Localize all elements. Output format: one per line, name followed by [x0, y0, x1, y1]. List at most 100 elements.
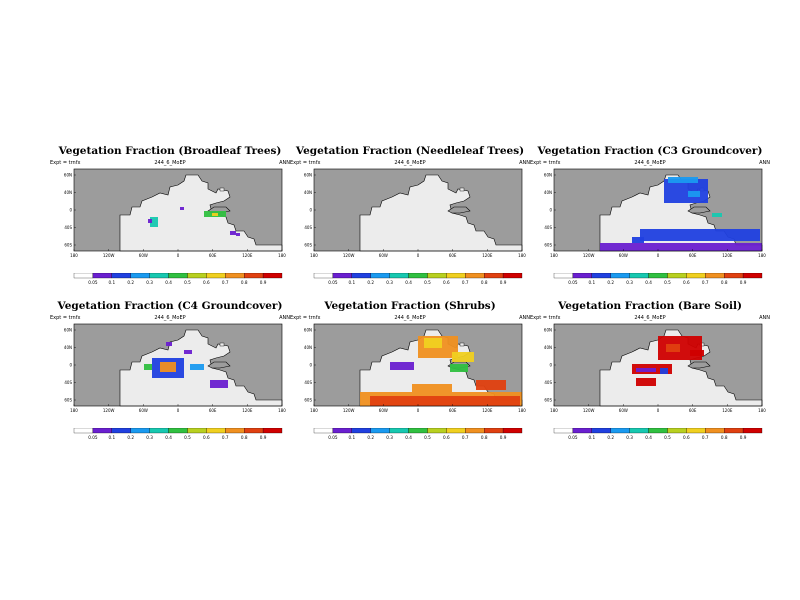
y-tick-label: 60S — [64, 398, 72, 403]
x-tick-label: 60W — [379, 253, 388, 258]
x-tick-label: 0 — [417, 408, 420, 413]
colorbar-swatch — [168, 273, 188, 279]
colorbar-tick-label: 0.1 — [348, 280, 355, 285]
season-label: ANN — [759, 160, 770, 166]
vegetation-cell — [476, 380, 506, 390]
vegetation-cell — [452, 352, 474, 362]
colorbar-tick-label: 0.2 — [607, 435, 614, 440]
colorbar-swatch — [465, 428, 485, 434]
panel-broadleaf-trees: Vegetation Fraction (Broadleaf Trees) Ex… — [50, 145, 290, 305]
colorbar-swatch — [724, 428, 744, 434]
x-tick-label: 120W — [103, 408, 115, 413]
vegetation-cell — [370, 396, 520, 406]
vegetation-map: 60N 40N 0 40S 60S 180 120W 60W 0 60E 120E 180 — [304, 168, 526, 258]
colorbar-swatch — [705, 273, 725, 279]
colorbar-swatch — [648, 428, 668, 434]
colorbar-swatch — [446, 428, 466, 434]
season-label: ANN — [279, 315, 290, 321]
colorbar-swatch — [502, 273, 523, 279]
colorbar-swatch — [73, 273, 94, 279]
y-tick-label: 60N — [544, 328, 552, 333]
inland-sea — [687, 361, 711, 369]
colorbar-tick-label: 0.05 — [328, 435, 338, 440]
colorbar-swatch — [705, 428, 725, 434]
experiment-label: Expt = trnfx — [290, 160, 321, 166]
colorbar: 0.05 0.1 0.2 0.3 0.4 0.5 0.6 0.7 0.8 0.9 — [553, 273, 763, 285]
island — [459, 342, 465, 347]
colorbar-swatch — [111, 428, 131, 434]
experiment-label: Expt = trnfx — [530, 315, 561, 321]
colorbar-swatch — [502, 428, 523, 434]
island — [219, 342, 225, 347]
colorbar-tick-label: 0.4 — [405, 435, 412, 440]
vegetation-map: 60N 40N 0 40S 60S 180 120W 60W 0 60E 120E 180 — [544, 168, 766, 258]
y-tick-label: 0 — [309, 208, 312, 213]
vegetation-cell — [412, 384, 452, 392]
y-tick-label: 60S — [544, 398, 552, 403]
colorbar-tick-label: 0.9 — [740, 280, 747, 285]
y-tick-label: 0 — [309, 363, 312, 368]
y-tick-label: 40S — [544, 380, 552, 385]
vegetation-cell — [450, 364, 468, 372]
land-mass — [359, 174, 523, 252]
run-label: 244_6_MoEP — [394, 315, 426, 321]
colorbar-tick-label: 0.5 — [184, 435, 191, 440]
x-tick-label: 120W — [343, 408, 355, 413]
inland-sea — [447, 206, 471, 214]
x-tick-label: 180 — [518, 253, 526, 258]
colorbar-swatch — [427, 428, 447, 434]
colorbar-swatch — [610, 428, 630, 434]
vegetation-cell — [166, 342, 172, 346]
y-tick-label: 60N — [64, 328, 72, 333]
panel-c3-groundcover: Vegetation Fraction (C3 Groundcover) Exp… — [530, 145, 770, 305]
colorbar-tick-label: 0.05 — [568, 435, 578, 440]
y-tick-label: 40N — [64, 345, 72, 350]
x-tick-label: 180 — [278, 253, 286, 258]
colorbar-swatch — [187, 428, 207, 434]
vegetation-cell — [632, 237, 644, 243]
colorbar-swatch — [591, 428, 611, 434]
colorbar-swatch — [370, 428, 390, 434]
colorbar-tick-label: 0.1 — [108, 280, 115, 285]
x-tick-label: 60E — [449, 253, 457, 258]
colorbar-tick-label: 0.8 — [241, 280, 248, 285]
colorbar-tick-label: 0.5 — [424, 280, 431, 285]
x-tick-label: 180 — [758, 408, 766, 413]
x-tick-label: 60E — [689, 253, 697, 258]
colorbar-tick-label: 0.7 — [702, 280, 709, 285]
colorbar-swatch — [206, 273, 226, 279]
colorbar-tick-label: 0.5 — [424, 435, 431, 440]
colorbar-tick-label: 0.9 — [500, 435, 507, 440]
x-tick-label: 0 — [657, 408, 660, 413]
panel-title: Vegetation Fraction (C3 Groundcover) — [537, 145, 763, 157]
y-tick-label: 40S — [64, 380, 72, 385]
colorbar-tick-label: 0.5 — [664, 435, 671, 440]
season-label: ANN — [519, 315, 530, 321]
colorbar-swatch — [648, 273, 668, 279]
y-tick-label: 40N — [544, 345, 552, 350]
vegetation-cell — [668, 177, 698, 183]
vegetation-cell — [390, 362, 414, 370]
colorbar-swatch — [332, 428, 352, 434]
y-tick-label: 0 — [549, 363, 552, 368]
experiment-label: Expt = trnfx — [530, 160, 561, 166]
vegetation-cell — [236, 233, 240, 236]
colorbar-swatch — [389, 273, 409, 279]
y-tick-label: 40N — [64, 190, 72, 195]
colorbar-swatch — [351, 428, 371, 434]
panel-title: Vegetation Fraction (Bare Soil) — [558, 300, 742, 312]
colorbar-swatch — [73, 428, 94, 434]
x-tick-label: 180 — [550, 253, 558, 258]
vegetation-cell — [190, 364, 204, 370]
colorbar-tick-label: 0.2 — [127, 280, 134, 285]
colorbar: 0.05 0.1 0.2 0.3 0.4 0.5 0.6 0.7 0.8 0.9 — [313, 273, 523, 285]
colorbar-tick-label: 0.8 — [721, 280, 728, 285]
colorbar-swatch — [262, 428, 283, 434]
colorbar-tick-label: 0.05 — [328, 280, 338, 285]
colorbar-swatch — [742, 428, 763, 434]
island — [219, 187, 225, 192]
x-tick-label: 0 — [177, 408, 180, 413]
colorbar-tick-label: 0.6 — [203, 280, 210, 285]
colorbar-swatch — [724, 273, 744, 279]
colorbar-tick-label: 0.9 — [740, 435, 747, 440]
